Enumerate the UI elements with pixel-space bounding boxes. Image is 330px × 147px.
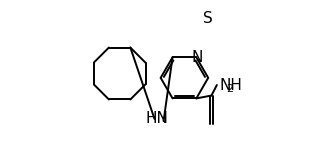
Text: NH: NH [219,77,242,92]
Text: S: S [203,11,213,26]
Text: 2: 2 [226,84,233,94]
Text: HN: HN [146,111,169,126]
Text: N: N [191,50,203,65]
